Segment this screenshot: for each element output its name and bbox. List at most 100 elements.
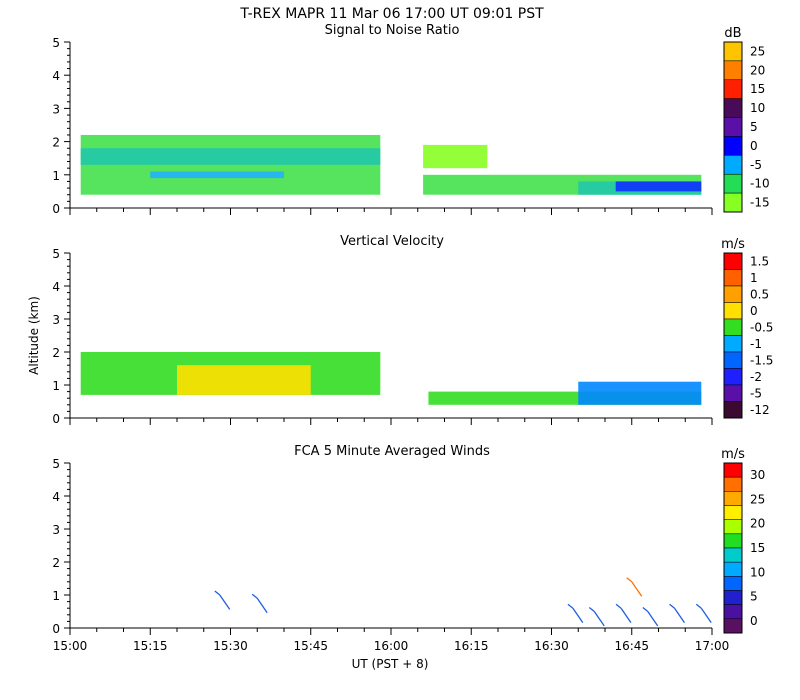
wind-barb-flag [251, 593, 258, 599]
colorbar-unit: dB [724, 26, 741, 41]
data-region [177, 365, 311, 395]
wind-barb [593, 611, 605, 627]
y-tick-label: 4 [52, 280, 60, 294]
y-tick-label: 5 [52, 247, 60, 261]
colorbar-swatch [723, 561, 743, 577]
y-tick-label: 3 [52, 313, 60, 327]
colorbar-label: 1.5 [750, 254, 769, 268]
wind-barb-flag [642, 606, 649, 613]
x-tick-label: 15:30 [213, 639, 248, 653]
colorbar-label: 0 [750, 139, 758, 153]
colorbar-swatch [723, 590, 743, 605]
data-region [578, 381, 702, 405]
colorbar-swatch [723, 318, 743, 336]
colorbar-swatch [723, 60, 743, 81]
colorbar-label: -15 [750, 196, 770, 210]
colorbar-label: -12 [750, 403, 770, 417]
x-tick-label: 15:00 [53, 639, 88, 653]
colorbar-label: 30 [750, 468, 765, 482]
colorbar-label: 15 [750, 82, 765, 96]
colorbar-label: -5 [750, 386, 762, 400]
y-tick-label: 2 [52, 556, 60, 570]
colorbar-label: 10 [750, 565, 765, 579]
colorbar-frame [723, 462, 743, 634]
wind-barb [620, 607, 632, 623]
colorbar-swatch [723, 618, 743, 634]
colorbar-label: -5 [750, 158, 762, 172]
y-tick-label: 2 [52, 346, 60, 360]
colorbar-label: 25 [750, 492, 765, 506]
colorbar-swatch [723, 173, 743, 194]
wind-barb [647, 611, 659, 627]
y-tick-label: 0 [52, 622, 60, 636]
colorbar-label: 5 [750, 590, 758, 604]
panel-title: Vertical Velocity [340, 234, 444, 249]
wind-barb-flag [669, 603, 675, 609]
wind-barb [219, 594, 231, 610]
colorbar-label: 20 [750, 517, 765, 531]
colorbar-swatch [723, 604, 743, 620]
colorbar-swatch [723, 476, 743, 492]
panel-2: Vertical Velocity 0 1 2 3 4 5 Altitude (km) m/s 1… [27, 234, 773, 426]
wind-barb [700, 607, 712, 623]
colorbar-unit: m/s [721, 237, 745, 252]
colorbar-swatch [723, 117, 743, 137]
x-axis-label: UT (PST + 8) [352, 657, 429, 671]
colorbar-swatch [723, 79, 743, 99]
y-tick-label: 4 [52, 490, 60, 504]
colorbar-swatch [723, 533, 743, 549]
data-region [615, 181, 702, 192]
y-tick-label: 5 [52, 457, 60, 471]
colorbar-label: 20 [750, 63, 765, 77]
colorbar-label: 1 [750, 271, 758, 285]
colorbar-swatch [723, 384, 743, 402]
wind-barb [256, 597, 268, 614]
colorbar-swatch [723, 401, 743, 419]
x-tick-label: 16:30 [534, 639, 569, 653]
y-tick-label: 3 [52, 102, 60, 116]
wind-barb-flag [615, 603, 622, 609]
colorbar-label: -0.5 [750, 320, 773, 334]
wind-barb [674, 607, 685, 623]
colorbar-frame [723, 41, 743, 213]
colorbar-label: -1.5 [750, 353, 773, 367]
y-tick-label: 0 [52, 202, 60, 216]
colorbar-label: -1 [750, 337, 762, 351]
colorbar-swatch [723, 519, 743, 535]
colorbar-swatch [723, 351, 743, 369]
data-region [150, 171, 284, 179]
colorbar-label: 0 [750, 304, 758, 318]
colorbar-label: -2 [750, 370, 762, 384]
x-tick-label: 17:00 [695, 639, 730, 653]
wind-barb-flag [588, 606, 595, 613]
x-tick-label: 16:45 [614, 639, 649, 653]
colorbar-swatch [723, 462, 743, 478]
colorbar-label: 0 [750, 614, 758, 628]
y-tick-label: 5 [52, 36, 60, 50]
colorbar-swatch [723, 269, 743, 287]
figure-title: T-REX MAPR 11 Mar 06 17:00 UT 09:01 PST [239, 6, 544, 22]
data-region [423, 144, 488, 169]
colorbar-swatch [723, 368, 743, 386]
colorbar-label: 25 [750, 44, 765, 58]
y-tick-label: 4 [52, 69, 60, 83]
colorbar-label: -10 [750, 177, 770, 191]
colorbar-swatch [723, 335, 743, 353]
x-tick-label: 15:15 [133, 639, 168, 653]
colorbar-swatch [723, 576, 743, 591]
x-tick-label: 15:45 [293, 639, 328, 653]
panel-title: Signal to Noise Ratio [325, 23, 460, 38]
x-tick-label: 16:00 [374, 639, 409, 653]
y-tick-label: 1 [52, 379, 60, 393]
colorbar-label: 5 [750, 120, 758, 134]
colorbar-unit: m/s [721, 447, 745, 462]
colorbar-swatch [723, 302, 743, 320]
colorbar-swatch [723, 98, 743, 118]
colorbar-swatch [723, 285, 743, 303]
colorbar-swatch [723, 136, 743, 156]
colorbar-label: 10 [750, 101, 765, 115]
colorbar-swatch [723, 547, 743, 563]
data-region [80, 148, 381, 165]
